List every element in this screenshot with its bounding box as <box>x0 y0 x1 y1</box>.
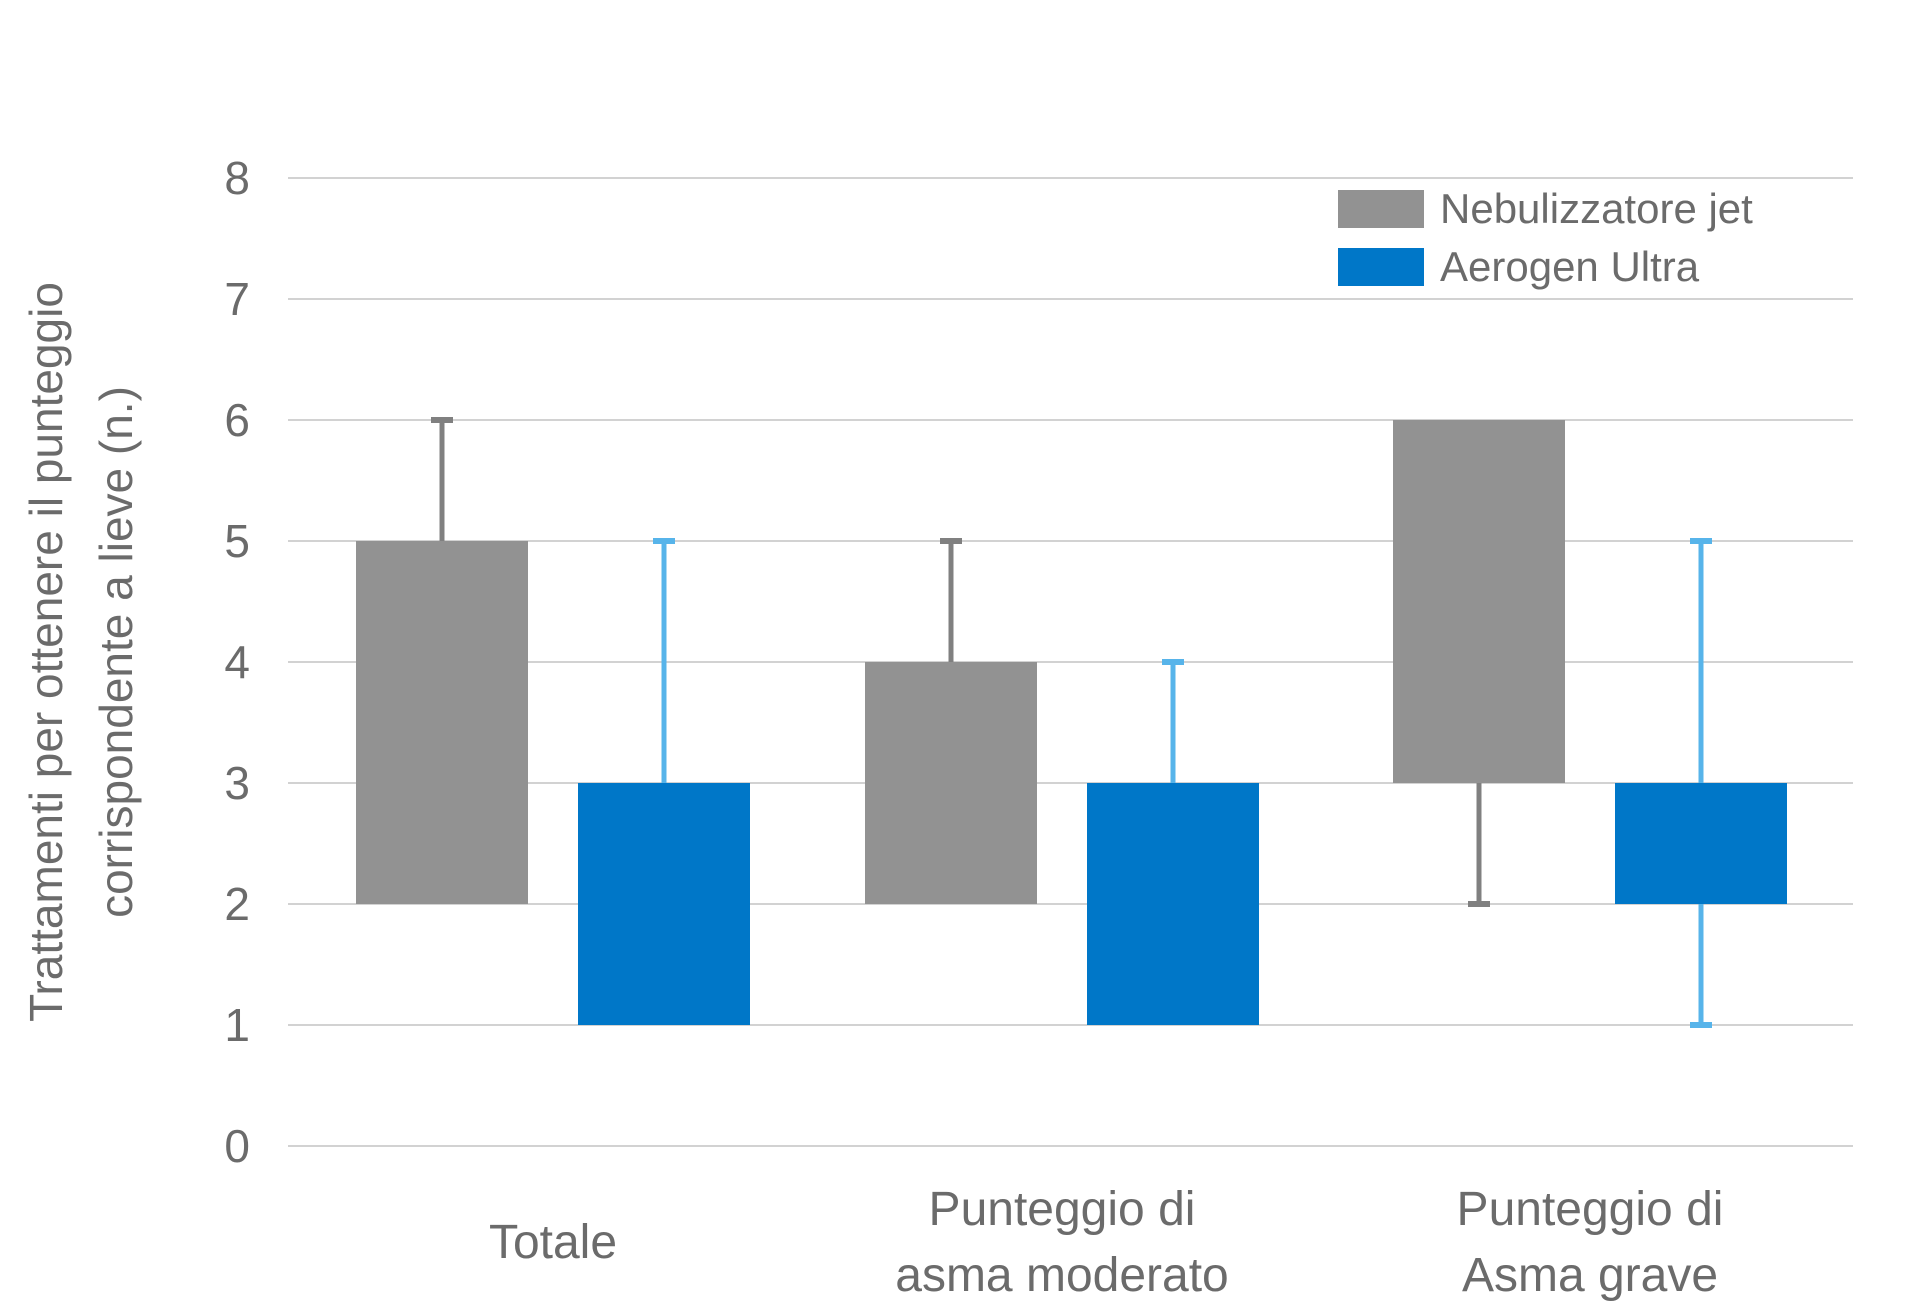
box-nebulizzatore-jet <box>1393 420 1565 907</box>
y-axis-label: Trattamenti per ottenere il punteggio cor… <box>20 282 142 1022</box>
bar <box>578 783 750 1025</box>
legend: Nebulizzatore jet Aerogen Ultra <box>1338 185 1753 290</box>
y-tick-label: 3 <box>224 757 250 809</box>
x-category-label: Punteggio di <box>1457 1183 1724 1236</box>
y-tick-label: 8 <box>224 152 250 204</box>
y-tick-label: 7 <box>224 273 250 325</box>
y-tick-label: 2 <box>224 878 250 930</box>
y-axis-ticks: 0 1 2 3 4 5 6 7 8 <box>224 152 250 1172</box>
x-category-label: Totale <box>489 1216 617 1269</box>
legend-label: Nebulizzatore jet <box>1440 185 1753 232</box>
gridlines <box>288 177 1853 1147</box>
x-axis-categories: Totale Punteggio di asma moderato Punteggio… <box>489 1183 1723 1302</box>
box-nebulizzatore-jet <box>865 538 1037 904</box>
x-category-label: asma moderato <box>895 1249 1229 1302</box>
box-aerogen-ultra <box>1087 659 1259 1025</box>
legend-swatch <box>1338 190 1424 228</box>
box-aerogen-ultra <box>1615 538 1787 1028</box>
x-category-label: Asma grave <box>1462 1249 1718 1302</box>
legend-label: Aerogen Ultra <box>1440 243 1700 290</box>
legend-swatch <box>1338 248 1424 286</box>
y-tick-label: 0 <box>224 1120 250 1172</box>
box-aerogen-ultra <box>578 538 750 1025</box>
y-axis-label-line: corrispondente a lieve (n.) <box>90 386 142 918</box>
y-axis-label-line: Trattamenti per ottenere il punteggio <box>20 282 72 1022</box>
bar <box>1615 783 1787 904</box>
bars <box>356 417 1787 1028</box>
bar <box>1087 783 1259 1025</box>
y-tick-label: 1 <box>224 999 250 1051</box>
y-tick-label: 4 <box>224 636 250 688</box>
bar <box>356 541 528 904</box>
box-nebulizzatore-jet <box>356 417 528 904</box>
y-tick-label: 5 <box>224 515 250 567</box>
bar <box>1393 420 1565 783</box>
bar <box>865 662 1037 904</box>
x-category-label: Punteggio di <box>929 1183 1196 1236</box>
y-tick-label: 6 <box>224 394 250 446</box>
